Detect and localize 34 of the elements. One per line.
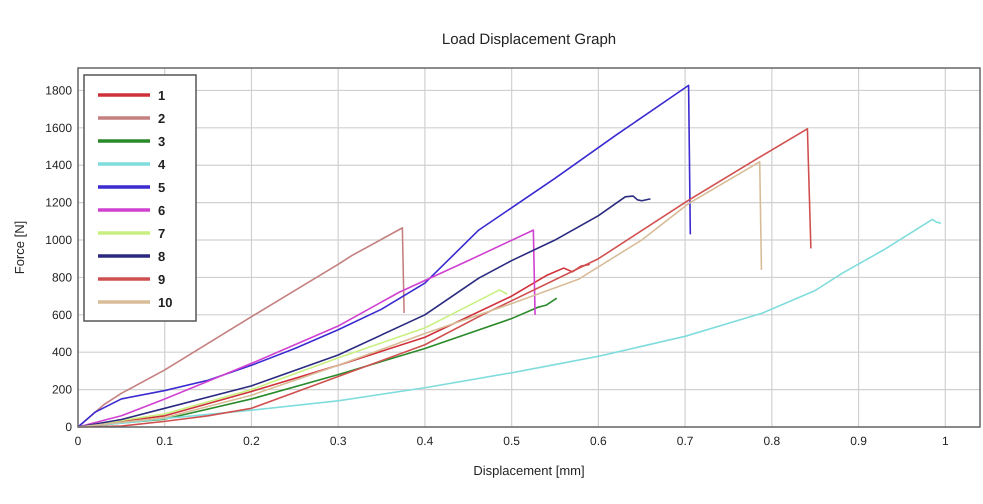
x-tick-label: 0.2 — [243, 434, 260, 448]
x-tick-label: 0.1 — [156, 434, 174, 448]
y-tick-label: 400 — [52, 345, 72, 360]
x-tick-label: 0.6 — [590, 434, 608, 448]
y-tick-label: 800 — [52, 270, 72, 284]
legend-label: 10 — [158, 295, 172, 310]
y-tick-label: 1200 — [45, 196, 72, 210]
legend-label: 2 — [158, 111, 166, 126]
legend-label: 5 — [158, 180, 166, 195]
x-tick-label: 0 — [74, 434, 82, 448]
y-tick-label: 1000 — [45, 233, 72, 248]
legend-label: 1 — [158, 88, 166, 103]
y-tick-label: 1800 — [45, 83, 72, 98]
legend-label: 9 — [158, 272, 166, 287]
legend-label: 7 — [158, 226, 166, 241]
legend-label: 4 — [158, 157, 166, 172]
x-tick-label: 0.4 — [416, 434, 434, 448]
x-tick-label: 1 — [942, 434, 949, 448]
legend-label: 6 — [158, 203, 166, 218]
x-tick-label: 0.8 — [764, 434, 781, 448]
y-tick-label: 600 — [52, 308, 72, 322]
y-tick-label: 1400 — [45, 158, 72, 172]
chart-title: Load Displacement Graph — [442, 31, 616, 48]
y-axis-title: Force [N] — [12, 220, 27, 274]
y-tick-label: 0 — [65, 420, 72, 434]
x-tick-label: 0.9 — [850, 434, 868, 448]
x-tick-label: 0.3 — [330, 434, 347, 448]
x-axis-title: Displacement [mm] — [473, 463, 585, 478]
y-tick-label: 1600 — [45, 120, 72, 135]
legend-label: 8 — [158, 249, 166, 264]
x-tick-label: 0.7 — [676, 434, 694, 448]
legend-label: 3 — [158, 134, 166, 149]
y-tick-label: 200 — [52, 382, 72, 397]
x-tick-label: 0.5 — [503, 434, 520, 448]
